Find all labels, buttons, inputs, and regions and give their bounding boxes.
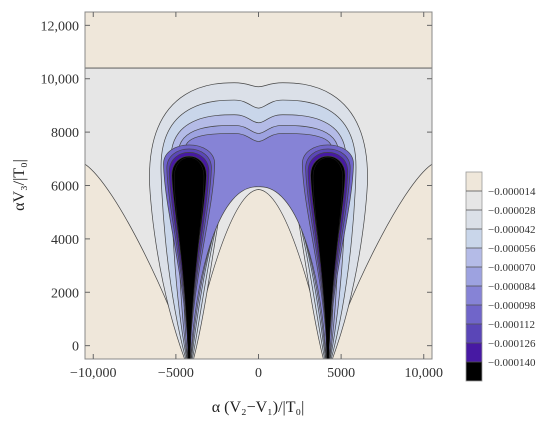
legend-swatch-2 — [466, 191, 482, 210]
y-tick-label: 12,000 — [41, 19, 80, 34]
plot-area — [84, 11, 433, 360]
x-tick-label: 0 — [255, 366, 262, 381]
legend-swatch-5 — [466, 248, 482, 267]
y-axis-label: αV₃/|T₀| — [11, 159, 28, 211]
legend-swatch-8 — [466, 305, 482, 324]
x-tick-label: 10,000 — [404, 366, 443, 381]
legend-swatch-7 — [466, 286, 482, 305]
legend-label: −0.000042 — [488, 224, 535, 236]
legend: −0.000014 −0.000028 −0.000042 −0.000056 −0.0… — [465, 171, 536, 382]
legend-swatch-9 — [466, 324, 482, 343]
legend-label: −0.000028 — [488, 205, 536, 217]
y-tick-label: 8000 — [51, 126, 79, 141]
legend-swatch-11 — [466, 362, 482, 381]
y-tick-label: 4000 — [51, 233, 79, 248]
y-tick-label: 0 — [72, 340, 79, 355]
x-tick-label: −5000 — [158, 366, 194, 381]
x-tick-label: 5000 — [327, 366, 355, 381]
contour-core-right — [312, 157, 344, 359]
legend-label: −0.000126 — [488, 338, 536, 350]
legend-frame — [465, 171, 483, 382]
legend-swatch-1 — [466, 172, 482, 191]
x-axis-label: α (V₂−V₁)/|T₀| — [212, 399, 305, 416]
legend-swatch-4 — [466, 229, 482, 248]
axes: −10,000 −5000 0 5000 10,000 0 2000 4000 6000 8000… — [41, 12, 443, 381]
legend-label: −0.000084 — [488, 281, 536, 293]
y-tick-label: 6000 — [51, 180, 79, 195]
contour-core-left — [173, 157, 205, 359]
legend-label: −0.000140 — [488, 357, 536, 369]
legend-label: −0.000112 — [488, 319, 535, 331]
y-tick-label: 2000 — [51, 286, 79, 301]
legend-label: −0.000098 — [488, 300, 536, 312]
legend-swatch-3 — [466, 210, 482, 229]
legend-swatch-6 — [466, 267, 482, 286]
x-tick-label: −10,000 — [70, 366, 116, 381]
legend-label: −0.000070 — [488, 262, 536, 274]
legend-swatch-10 — [466, 343, 482, 362]
legend-label: −0.000056 — [488, 243, 536, 255]
y-tick-label: 10,000 — [41, 73, 80, 88]
legend-label: −0.000014 — [488, 186, 536, 198]
